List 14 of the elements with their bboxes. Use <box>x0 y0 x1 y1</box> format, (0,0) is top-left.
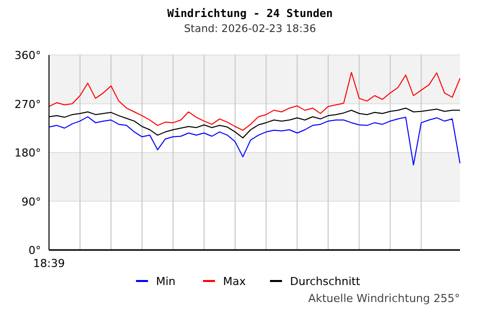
y-tick-label: 180° <box>14 146 41 160</box>
x-tick-label: 18:39 <box>33 257 65 270</box>
y-tick-label: 360° <box>14 49 41 62</box>
line-series <box>48 116 460 166</box>
y-tick-label: 90° <box>22 195 41 208</box>
legend-label: Max <box>223 275 246 288</box>
line-series <box>48 72 460 131</box>
y-tick-label: 270° <box>14 98 41 111</box>
legend-label: Min <box>156 275 176 288</box>
legend-label: Durchschnitt <box>290 275 361 288</box>
y-tick-label: 0° <box>28 244 41 257</box>
chart-title: Windrichtung - 24 Stunden <box>167 7 333 20</box>
chart-subtitle: Stand: 2026-02-23 18:36 <box>184 23 316 35</box>
text: Aktuelle Windrichtung 255° <box>308 292 460 305</box>
